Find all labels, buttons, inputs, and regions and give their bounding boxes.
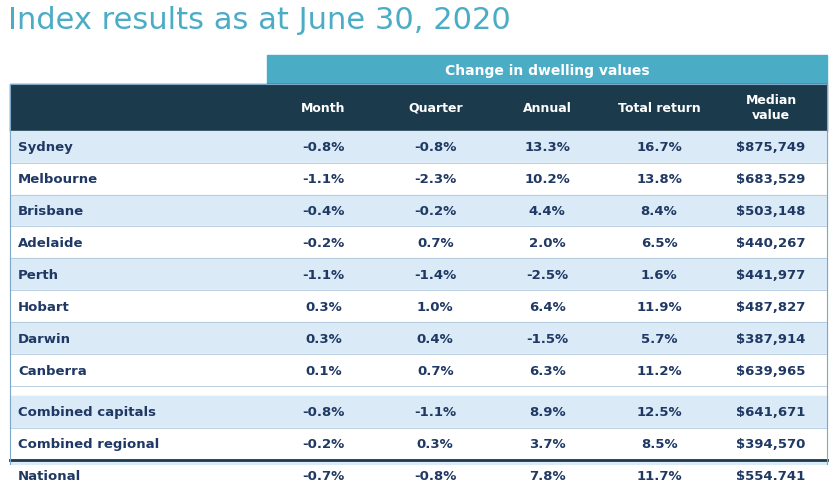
Text: -1.1%: -1.1% (302, 268, 344, 281)
Text: 8.5%: 8.5% (640, 437, 676, 450)
Text: 8.4%: 8.4% (640, 204, 676, 217)
Text: 13.3%: 13.3% (523, 141, 569, 154)
Text: -0.8%: -0.8% (414, 141, 456, 154)
Bar (10, 355, 826, 386)
Text: 6.4%: 6.4% (528, 300, 565, 313)
Text: -0.2%: -0.2% (302, 237, 344, 250)
Text: 0.4%: 0.4% (416, 332, 453, 345)
Text: Adelaide: Adelaide (18, 237, 84, 250)
Text: Combined regional: Combined regional (18, 437, 159, 450)
Text: -1.5%: -1.5% (526, 332, 568, 345)
Text: Index results as at June 30, 2020: Index results as at June 30, 2020 (8, 6, 510, 35)
Text: Median
value: Median value (745, 94, 796, 122)
Text: 10.2%: 10.2% (523, 173, 569, 186)
Text: $683,529: $683,529 (736, 173, 805, 186)
Text: National: National (18, 469, 81, 480)
Text: 16.7%: 16.7% (635, 141, 681, 154)
Text: Combined capitals: Combined capitals (18, 406, 155, 419)
Text: 4.4%: 4.4% (528, 204, 565, 217)
Bar (10, 85, 826, 132)
Text: 3.7%: 3.7% (528, 437, 565, 450)
Text: Quarter: Quarter (407, 102, 462, 115)
Text: Darwin: Darwin (18, 332, 71, 345)
Text: 0.7%: 0.7% (416, 237, 453, 250)
Text: Hobart: Hobart (18, 300, 69, 313)
Text: $639,965: $639,965 (736, 364, 805, 377)
Text: 7.8%: 7.8% (528, 469, 565, 480)
Text: -0.8%: -0.8% (302, 141, 344, 154)
Text: -0.2%: -0.2% (414, 204, 456, 217)
Bar (10, 386, 826, 396)
Text: -2.5%: -2.5% (526, 268, 568, 281)
Text: Change in dwelling values: Change in dwelling values (444, 63, 649, 77)
Text: 0.7%: 0.7% (416, 364, 453, 377)
Text: 11.7%: 11.7% (635, 469, 681, 480)
Text: $440,267: $440,267 (736, 237, 805, 250)
Text: Canberra: Canberra (18, 364, 87, 377)
Text: 0.3%: 0.3% (304, 300, 341, 313)
Text: 11.9%: 11.9% (635, 300, 681, 313)
Text: 13.8%: 13.8% (635, 173, 681, 186)
Text: 12.5%: 12.5% (635, 406, 681, 419)
Text: $641,671: $641,671 (736, 406, 805, 419)
Text: 1.0%: 1.0% (416, 300, 453, 313)
Text: Perth: Perth (18, 268, 59, 281)
Text: Total return: Total return (617, 102, 700, 115)
Text: $875,749: $875,749 (736, 141, 805, 154)
Bar (10, 227, 826, 259)
Bar (10, 291, 826, 323)
Text: 11.2%: 11.2% (635, 364, 681, 377)
Text: $394,570: $394,570 (736, 437, 805, 450)
Text: -0.2%: -0.2% (302, 437, 344, 450)
Bar (10, 396, 826, 428)
Text: -1.4%: -1.4% (414, 268, 456, 281)
Text: -0.7%: -0.7% (302, 469, 344, 480)
Text: Annual: Annual (522, 102, 571, 115)
Bar (10, 85, 826, 480)
Text: 8.9%: 8.9% (528, 406, 565, 419)
Text: -2.3%: -2.3% (414, 173, 456, 186)
Bar (10, 323, 826, 355)
Text: 5.7%: 5.7% (640, 332, 676, 345)
Text: -1.1%: -1.1% (302, 173, 344, 186)
Text: -0.8%: -0.8% (414, 469, 456, 480)
Bar (10, 460, 826, 480)
Bar (10, 163, 826, 195)
Text: $503,148: $503,148 (736, 204, 805, 217)
Bar (10, 195, 826, 227)
Text: 0.3%: 0.3% (304, 332, 341, 345)
Text: -0.8%: -0.8% (302, 406, 344, 419)
Bar (10, 259, 826, 291)
Text: $441,977: $441,977 (736, 268, 805, 281)
Text: $554,741: $554,741 (736, 469, 805, 480)
Text: 6.3%: 6.3% (528, 364, 565, 377)
Text: 0.3%: 0.3% (416, 437, 453, 450)
Text: -1.1%: -1.1% (414, 406, 456, 419)
Text: -0.4%: -0.4% (302, 204, 344, 217)
Text: $387,914: $387,914 (736, 332, 805, 345)
Text: $487,827: $487,827 (736, 300, 805, 313)
Text: 6.5%: 6.5% (640, 237, 676, 250)
Text: 0.1%: 0.1% (304, 364, 341, 377)
Text: Melbourne: Melbourne (18, 173, 98, 186)
Text: Month: Month (301, 102, 345, 115)
Text: Brisbane: Brisbane (18, 204, 84, 217)
Bar (267, 56, 826, 85)
Bar (10, 428, 826, 460)
Text: 1.6%: 1.6% (640, 268, 676, 281)
Text: Sydney: Sydney (18, 141, 73, 154)
Text: 2.0%: 2.0% (528, 237, 565, 250)
Bar (10, 132, 826, 163)
